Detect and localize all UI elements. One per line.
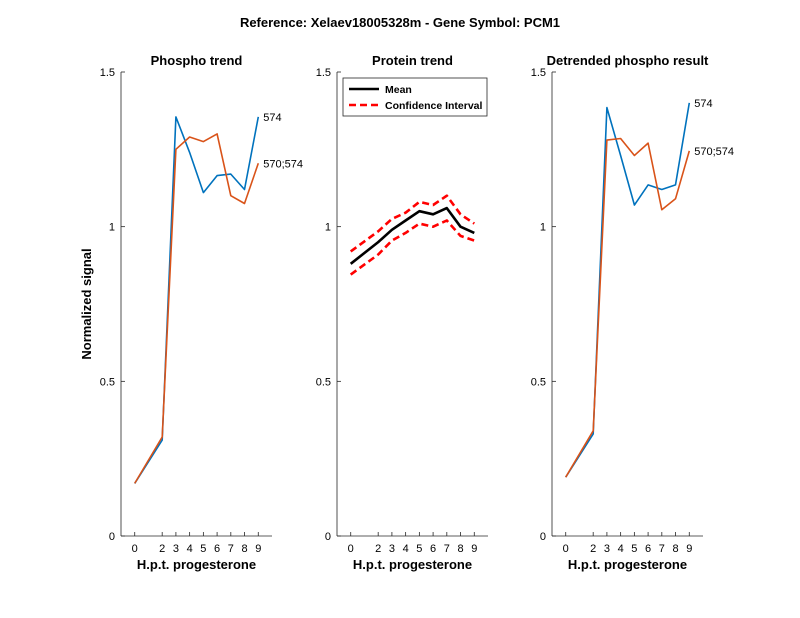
series-end-label: 574	[694, 98, 712, 110]
x-tick-label: 7	[228, 543, 234, 555]
y-tick-label: 0.5	[316, 376, 331, 388]
x-tick-label: 9	[255, 543, 261, 555]
x-tick-label: 5	[200, 543, 206, 555]
y-tick-label: 1.5	[531, 67, 546, 79]
y-tick-label: 0	[540, 531, 546, 543]
series-line	[565, 137, 691, 478]
x-tick-label: 3	[173, 543, 179, 555]
x-axis-label: H.p.t. progesterone	[137, 557, 256, 572]
x-tick-label: 4	[403, 543, 409, 555]
x-axis-label: H.p.t. progesterone	[353, 557, 472, 572]
x-tick-label: 2	[375, 543, 381, 555]
x-tick-label: 4	[618, 543, 624, 555]
x-tick-label: 9	[471, 543, 477, 555]
chart-title: Protein trend	[372, 53, 453, 68]
series-line	[349, 206, 475, 265]
series-end-label: 574	[263, 112, 281, 124]
x-tick-label: 5	[416, 543, 422, 555]
x-tick-label: 8	[457, 543, 463, 555]
series-end-label: 570;574	[694, 146, 734, 158]
x-tick-label: 0	[348, 543, 354, 555]
chart-panel: 0 0.5 1 1.5 0 2 3 4 5 6 7 8 9 Detrended phospho resul…	[531, 53, 734, 572]
x-tick-label: 9	[686, 543, 692, 555]
chart-title: Phospho trend	[151, 53, 243, 68]
series-line	[134, 133, 260, 484]
x-tick-label: 7	[444, 543, 450, 555]
x-axis-label: H.p.t. progesterone	[568, 557, 687, 572]
x-tick-label: 8	[241, 543, 247, 555]
legend-entry: Mean	[385, 84, 412, 96]
y-tick-label: 1	[325, 222, 331, 234]
x-tick-label: 3	[604, 543, 610, 555]
x-tick-label: 2	[159, 543, 165, 555]
x-tick-label: 6	[430, 543, 436, 555]
y-tick-label: 0	[109, 531, 115, 543]
y-tick-label: 0.5	[531, 376, 546, 388]
y-tick-label: 1.5	[316, 67, 331, 79]
x-tick-label: 6	[645, 543, 651, 555]
y-tick-label: 0	[325, 531, 331, 543]
y-tick-label: 0.5	[100, 376, 115, 388]
x-tick-label: 6	[214, 543, 220, 555]
y-tick-label: 1	[540, 222, 546, 234]
x-tick-label: 0	[132, 543, 138, 555]
chart-title: Detrended phospho result	[547, 53, 709, 68]
figure-title: Reference: Xelaev18005328m - Gene Symbol…	[240, 15, 560, 30]
y-tick-label: 1.5	[100, 67, 115, 79]
legend: Mean Confidence Interval	[342, 77, 488, 117]
chart-panel: 0 0.5 1 1.5 0 2 3 4 5 6 7 8 9 Protein trend H.p.t. pro…	[316, 53, 488, 572]
x-tick-label: 7	[659, 543, 665, 555]
x-tick-label: 5	[631, 543, 637, 555]
x-tick-label: 8	[672, 543, 678, 555]
x-tick-label: 0	[563, 543, 569, 555]
legend-entry: Confidence Interval	[385, 100, 483, 112]
x-tick-label: 2	[590, 543, 596, 555]
x-tick-label: 3	[389, 543, 395, 555]
y-tick-label: 1	[109, 222, 115, 234]
series-end-label: 570;574	[263, 158, 303, 170]
x-tick-label: 4	[187, 543, 193, 555]
chart-panel: 0 0.5 1 1.5 0 2 3 4 5 6 7 8 9 Phospho trend H.p.t. pro…	[79, 53, 303, 572]
y-axis-label: Normalized signal	[79, 248, 94, 359]
legend-box	[342, 77, 488, 117]
